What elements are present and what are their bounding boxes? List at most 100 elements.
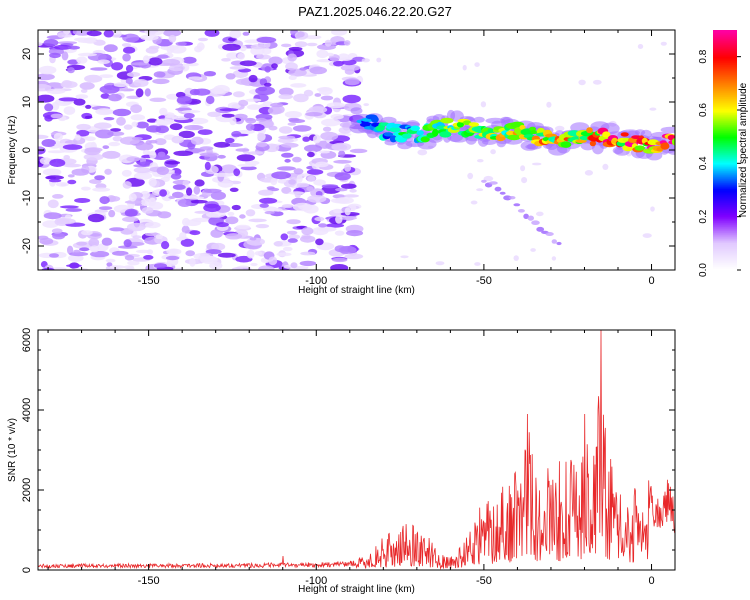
branch-blob: [551, 239, 557, 244]
colorbar-cell: [713, 42, 737, 45]
noise-blob: [75, 94, 89, 99]
colorbar-tick-label: 0.0: [698, 263, 709, 277]
noise-blob: [263, 82, 272, 87]
colorbar-cell: [713, 80, 737, 83]
noise-blob: [338, 126, 352, 134]
noise-blob: [318, 223, 328, 228]
noise-blob: [43, 212, 62, 220]
branch-blob: [513, 203, 521, 207]
noise-blob: [213, 172, 233, 177]
noise-blob: [225, 137, 235, 144]
colorbar-cell: [713, 106, 737, 109]
noise-blob: [171, 135, 185, 144]
noise-blob: [178, 130, 195, 139]
y-tick-label: 0: [21, 147, 33, 153]
noise-blob: [299, 260, 317, 267]
colorbar-cell: [713, 32, 737, 35]
noise-blob: [245, 123, 255, 131]
colorbar-cell: [713, 64, 737, 67]
noise-blob: [74, 37, 91, 42]
noise-blob: [281, 204, 294, 209]
noise-blob: [63, 106, 76, 115]
noise-blob: [281, 186, 292, 194]
noise-blob: [321, 184, 339, 189]
colorbar-cell: [713, 94, 737, 97]
colorbar-cell: [713, 46, 737, 49]
noise-blob: [239, 214, 246, 219]
colorbar-cell: [713, 72, 737, 75]
noise-blob: [41, 139, 56, 147]
noise-blob: [38, 146, 44, 151]
noise-blob: [183, 124, 204, 131]
colorbar-cell: [713, 120, 737, 123]
signal-blob: [634, 145, 646, 151]
colorbar-cell: [713, 152, 737, 155]
noise-blob: [76, 123, 91, 131]
noise-blob: [217, 179, 234, 188]
sparse-noise-blob: [477, 159, 484, 163]
noise-blob: [343, 194, 359, 198]
noise-blob: [331, 142, 352, 152]
noise-blob: [38, 134, 49, 139]
noise-blob: [184, 196, 205, 200]
noise-blob: [144, 221, 161, 229]
noise-blob: [240, 166, 257, 171]
noise-blob: [177, 199, 192, 207]
noise-blob: [288, 234, 301, 240]
noise-blob: [48, 179, 62, 183]
noise-blob: [133, 172, 153, 180]
noise-blob: [307, 175, 316, 182]
noise-blob: [140, 34, 159, 41]
sparse-noise-blob: [531, 162, 542, 166]
colorbar-tick-label: 0.8: [698, 49, 709, 63]
colorbar-cell: [713, 242, 737, 245]
sparse-noise-blob: [530, 248, 536, 252]
colorbar-cell: [713, 130, 737, 133]
noise-blob: [104, 168, 112, 175]
noise-blob: [67, 67, 75, 74]
noise-blob: [109, 265, 126, 269]
noise-blob: [38, 65, 57, 75]
colorbar-cell: [713, 178, 737, 181]
noise-blob: [61, 80, 73, 88]
noise-blob: [66, 264, 82, 268]
noise-blob: [124, 210, 138, 217]
noise-blob: [99, 74, 114, 78]
colorbar-cell: [713, 92, 737, 95]
noise-blob: [51, 228, 63, 234]
noise-blob: [259, 203, 269, 208]
noise-blob: [79, 82, 95, 90]
noise-blob: [225, 73, 236, 80]
noise-blob: [50, 267, 67, 270]
noise-blob: [250, 44, 266, 50]
noise-blob: [130, 104, 143, 114]
x-tick-label: 0: [648, 575, 654, 587]
noise-blob: [149, 150, 157, 159]
colorbar-cell: [713, 238, 737, 241]
noise-blob: [317, 226, 337, 232]
noise-blob: [283, 246, 293, 252]
noise-blob: [108, 141, 121, 147]
colorbar-cell: [713, 144, 737, 147]
colorbar-cell: [713, 212, 737, 215]
noise-blob: [182, 56, 197, 64]
colorbar-cell: [713, 222, 737, 225]
sparse-noise-blob: [490, 149, 496, 155]
sparse-noise-blob: [521, 177, 528, 184]
colorbar-cell: [713, 216, 737, 219]
noise-blob: [318, 150, 331, 154]
noise-blob: [334, 230, 345, 236]
noise-blob: [123, 124, 133, 130]
noise-blob: [309, 66, 328, 75]
noise-blob: [330, 113, 344, 120]
noise-blob: [103, 30, 114, 38]
noise-blob: [125, 78, 133, 85]
colorbar-cell: [713, 246, 737, 249]
colorbar-cell: [713, 180, 737, 183]
branch-blob: [556, 241, 562, 246]
noise-blob: [149, 97, 167, 103]
colorbar-cell: [713, 70, 737, 73]
noise-blob: [117, 245, 138, 249]
sparse-noise-blob: [470, 200, 478, 205]
